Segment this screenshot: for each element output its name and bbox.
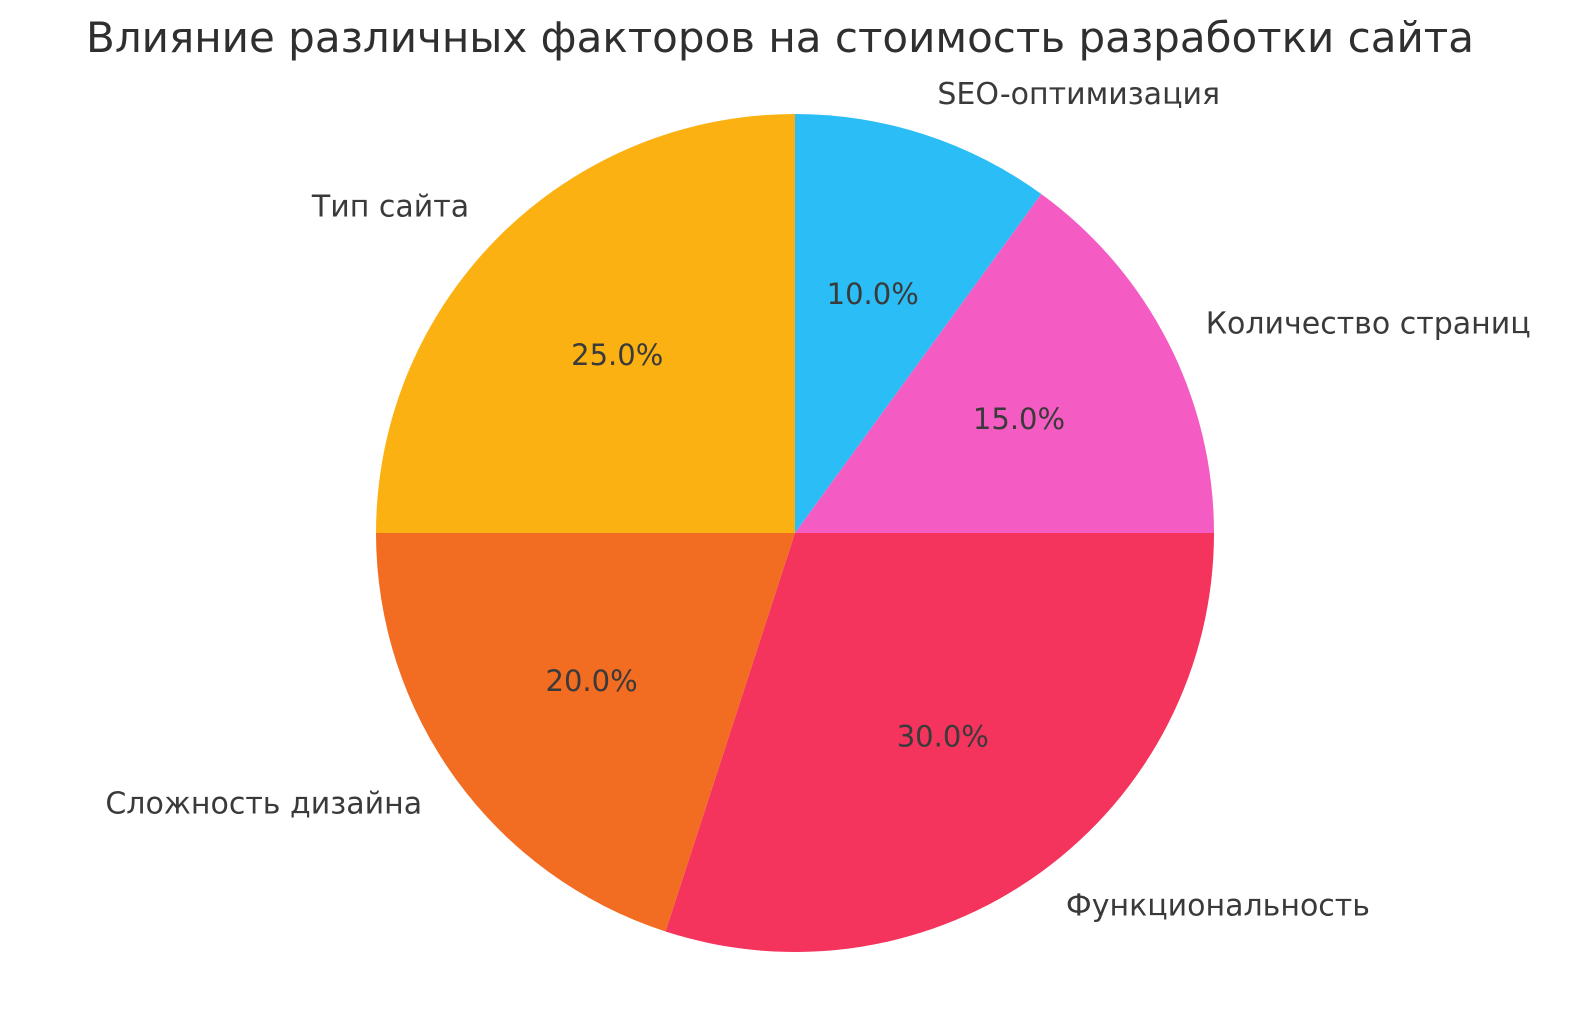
pie-slices [376, 114, 1214, 952]
pie-slice-label: Сложность дизайна [105, 786, 422, 821]
pie-labels: 10.0% SEO-оптимизация 15.0% Количество стра… [105, 77, 1530, 923]
pie-percent-label: 25.0% [571, 338, 663, 372]
pie-slice-label: Количество страниц [1206, 306, 1531, 341]
pie-slice [376, 533, 795, 932]
pie-slice [795, 114, 1042, 533]
pie-slice [665, 533, 1214, 952]
pie-percent-label: 15.0% [973, 402, 1065, 436]
pie-percent-label: 30.0% [897, 719, 989, 753]
pie-slice-label: Функциональность [1066, 888, 1370, 923]
pie-percent-label: 10.0% [827, 277, 919, 311]
pie-slice-label: Тип сайта [311, 190, 469, 225]
chart-title: Влияние различных факторов на стоимость … [86, 13, 1474, 62]
pie-slice [795, 194, 1214, 533]
pie-slice-label: SEO-оптимизация [937, 77, 1220, 112]
pie-slice [376, 114, 795, 533]
pie-percent-label: 20.0% [546, 664, 638, 698]
